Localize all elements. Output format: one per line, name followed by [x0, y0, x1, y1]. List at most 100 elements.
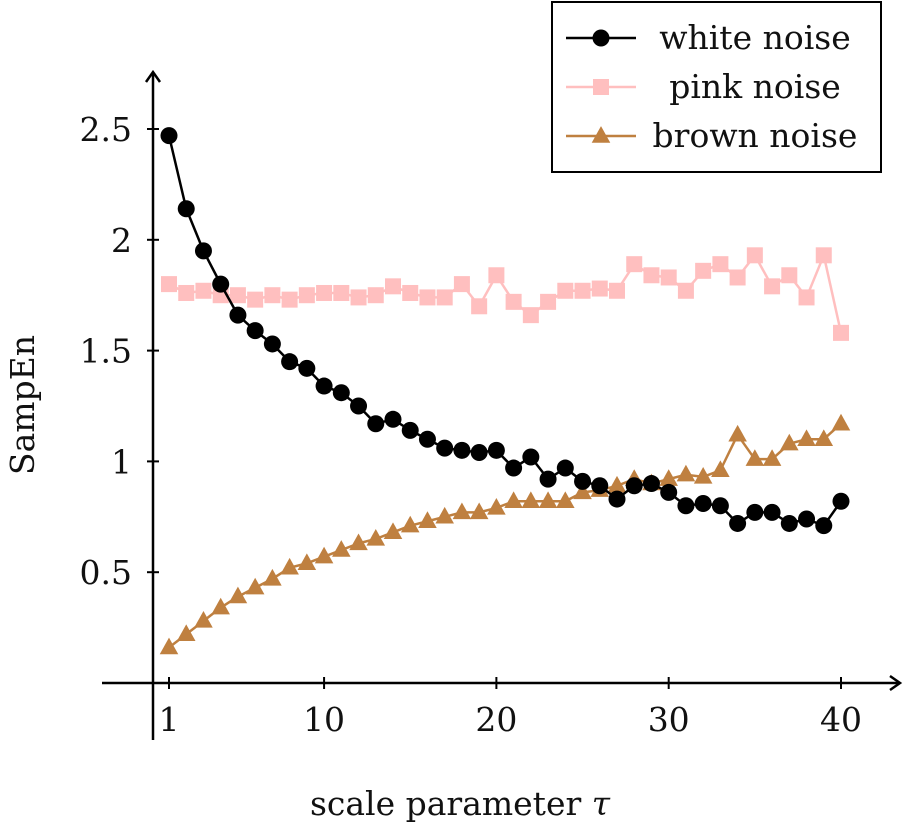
- legend: white noise pink noise brown noise: [551, 1, 882, 173]
- data-point-white-noise: [487, 441, 505, 459]
- data-point-pink-noise: [660, 269, 677, 286]
- legend-marker-pink-noise: [593, 79, 609, 95]
- data-point-white-noise: [539, 470, 557, 488]
- data-point-pink-noise: [316, 284, 333, 301]
- data-point-white-noise: [246, 322, 264, 340]
- data-point-white-noise: [332, 384, 350, 402]
- data-point-brown-noise: [280, 557, 299, 575]
- data-point-white-noise: [642, 475, 660, 493]
- data-point-brown-noise: [228, 586, 248, 604]
- data-point-white-noise: [350, 397, 368, 415]
- data-point-pink-noise: [557, 282, 574, 299]
- data-point-white-noise: [780, 514, 798, 532]
- data-point-brown-noise: [418, 511, 437, 528]
- data-point-pink-noise: [815, 247, 832, 264]
- data-point-pink-noise: [333, 284, 350, 301]
- data-point-pink-noise: [574, 282, 591, 299]
- data-point-white-noise: [711, 497, 729, 515]
- data-point-brown-noise: [211, 597, 230, 615]
- data-point-white-noise: [298, 359, 316, 377]
- data-point-pink-noise: [643, 267, 660, 284]
- ticks: [147, 128, 842, 689]
- data-point-brown-noise: [366, 529, 386, 546]
- data-point-pink-noise: [695, 262, 712, 279]
- data-point-pink-noise: [161, 276, 177, 293]
- data-point-pink-noise: [488, 267, 505, 284]
- data-point-pink-noise: [781, 267, 798, 284]
- data-point-white-noise: [384, 410, 402, 428]
- data-point-pink-noise: [195, 282, 212, 299]
- data-point-pink-noise: [402, 284, 419, 301]
- data-point-brown-noise: [504, 491, 523, 509]
- data-point-pink-noise: [367, 287, 384, 304]
- data-point-white-noise: [591, 477, 609, 495]
- y-tick-label: 1.5: [80, 332, 132, 371]
- data-point-brown-noise: [400, 515, 420, 533]
- data-point-brown-noise: [607, 475, 627, 493]
- data-point-pink-noise: [229, 287, 246, 304]
- data-point-pink-noise: [350, 289, 367, 306]
- data-point-white-noise: [763, 503, 781, 521]
- data-point-pink-noise: [609, 282, 625, 299]
- data-point-white-noise: [401, 421, 419, 439]
- axes: [102, 69, 903, 740]
- y-tick-label: 2.5: [80, 110, 132, 149]
- legend-label-white-noise: white noise: [659, 18, 850, 57]
- data-point-white-noise: [505, 459, 523, 477]
- data-point-pink-noise: [419, 289, 436, 306]
- data-point-brown-noise: [831, 413, 851, 431]
- data-point-brown-noise: [711, 460, 730, 477]
- data-point-white-noise: [418, 430, 436, 448]
- data-point-pink-noise: [453, 276, 470, 293]
- data-point-white-noise: [798, 510, 816, 528]
- data-point-white-noise: [194, 242, 212, 260]
- data-point-white-noise: [694, 495, 712, 513]
- data-point-brown-noise: [538, 491, 558, 509]
- data-point-white-noise: [160, 127, 178, 145]
- x-tick-label: 20: [475, 700, 517, 739]
- x-axis-arrowhead: [889, 674, 903, 692]
- data-point-white-noise: [729, 514, 747, 532]
- series-line-white-noise: [167, 135, 843, 527]
- data-point-brown-noise: [245, 577, 265, 595]
- data-point-brown-noise: [814, 429, 834, 446]
- x-tick-label: 10: [303, 700, 345, 739]
- data-point-pink-noise: [298, 287, 315, 304]
- data-point-brown-noise: [521, 491, 541, 509]
- data-point-brown-noise: [487, 498, 506, 515]
- data-point-brown-noise: [762, 449, 782, 466]
- series-line-pink-noise: [168, 254, 843, 334]
- data-point-brown-noise: [659, 469, 678, 486]
- x-tick-label: 1: [159, 700, 180, 739]
- data-point-white-noise: [436, 439, 454, 457]
- data-point-white-noise: [453, 441, 471, 459]
- data-point-white-noise: [574, 472, 592, 490]
- data-point-pink-noise: [746, 247, 763, 264]
- legend-label-brown-noise: brown noise: [653, 116, 858, 155]
- data-point-pink-noise: [833, 324, 849, 341]
- data-point-pink-noise: [436, 289, 453, 306]
- series-white-noise: [160, 127, 850, 535]
- data-point-white-noise: [229, 306, 247, 324]
- series-pink-noise: [161, 247, 849, 341]
- data-point-pink-noise: [677, 282, 694, 299]
- data-point-pink-noise: [729, 269, 746, 286]
- data-point-white-noise: [832, 492, 850, 510]
- data-point-pink-noise: [798, 289, 815, 306]
- y-tick-label: 0.5: [80, 553, 132, 592]
- data-point-brown-noise: [693, 466, 713, 484]
- series-layer: [159, 127, 851, 655]
- data-point-white-noise: [522, 448, 540, 466]
- data-point-white-noise: [212, 275, 230, 293]
- data-point-brown-noise: [383, 522, 403, 540]
- data-point-white-noise: [677, 497, 695, 515]
- data-point-pink-noise: [764, 278, 781, 295]
- data-point-brown-noise: [297, 553, 317, 571]
- series-line-brown-noise: [168, 422, 842, 649]
- data-point-brown-noise: [745, 449, 765, 466]
- data-point-brown-noise: [676, 464, 696, 482]
- data-point-brown-noise: [556, 491, 575, 509]
- y-axis-arrowhead: [144, 69, 162, 83]
- data-point-pink-noise: [591, 280, 608, 297]
- data-point-brown-noise: [780, 433, 799, 451]
